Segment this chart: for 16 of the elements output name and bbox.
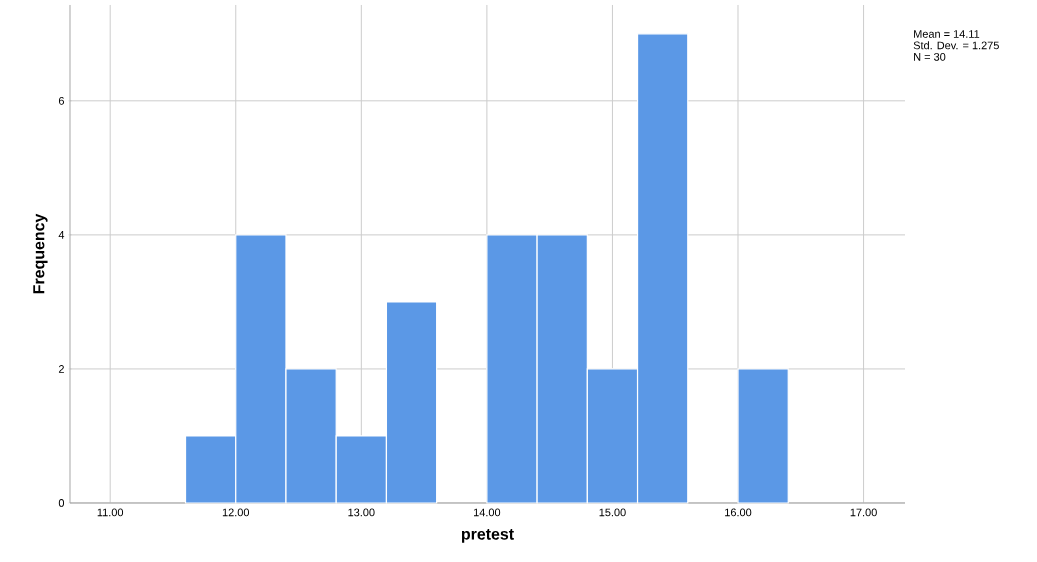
x-tick-label: 13.00: [348, 508, 375, 517]
text: N = 30: [914, 53, 946, 61]
text: Mean = 14.11: [914, 30, 980, 38]
x-tick-label: 14.00: [474, 508, 501, 517]
x-tick-label: 15.00: [599, 508, 626, 517]
x-tick-label: 17.00: [850, 508, 877, 517]
x-axis-title: pretest: [461, 529, 514, 543]
y-tick-label: 4: [58, 231, 65, 239]
text: Std. Dev. = 1.275: [913, 41, 999, 50]
y-tick-label: 6: [58, 96, 64, 105]
x-tick-label: 11.00: [97, 508, 124, 517]
y-axis-title: Frequency: [33, 213, 48, 294]
x-tick-label: 16.00: [725, 508, 752, 517]
x-tick-label: 12.00: [222, 508, 250, 517]
y-tick-label: 0: [58, 499, 65, 507]
y-tick-label: 2: [58, 365, 64, 373]
